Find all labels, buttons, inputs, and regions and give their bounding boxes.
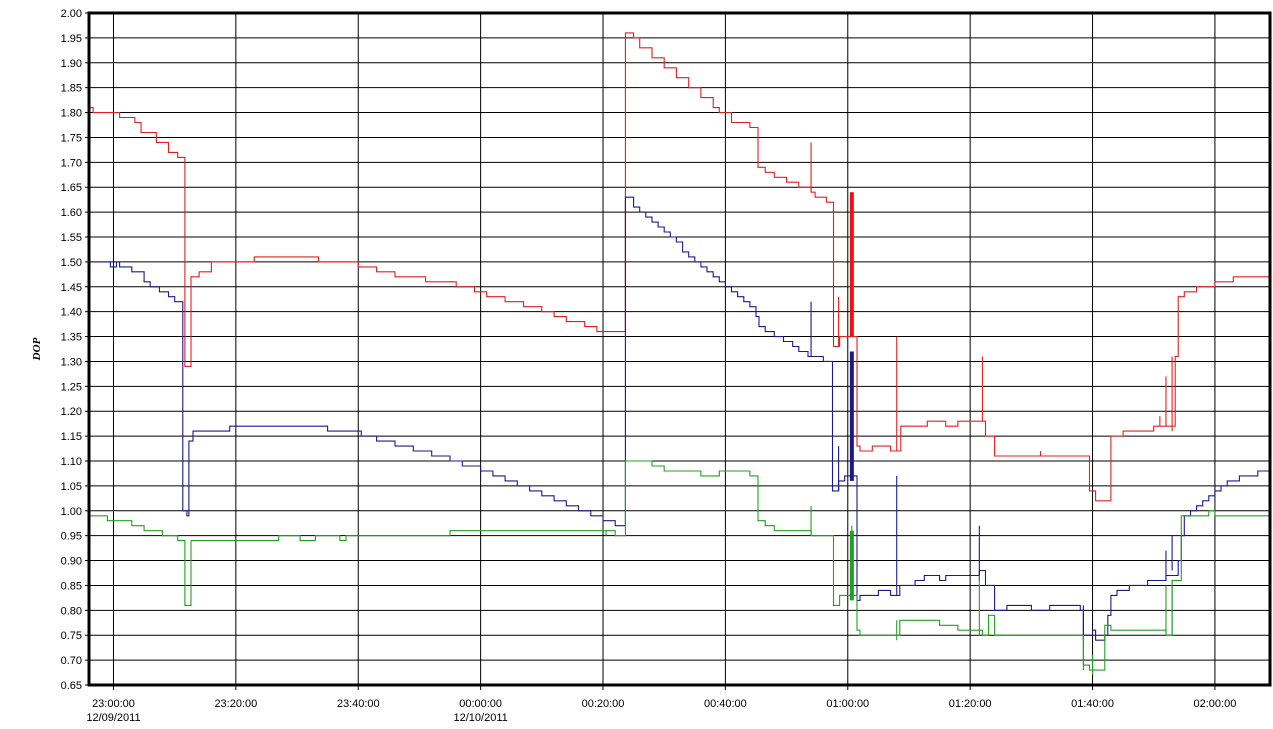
y-tick-label: 1.85: [61, 83, 82, 95]
x-tick-date-label: 12/10/2011: [454, 712, 508, 724]
y-tick-label: 1.80: [61, 108, 82, 120]
y-tick-label: 1.55: [61, 232, 82, 244]
y-tick-label: 1.60: [61, 207, 82, 219]
y-tick-label: 1.00: [61, 506, 82, 518]
x-tick-label: 23:20:00: [214, 698, 257, 710]
x-tick-label: 00:40:00: [704, 698, 747, 710]
y-tick-label: 1.25: [61, 381, 82, 393]
y-tick-label: 0.85: [61, 580, 82, 592]
y-tick-label: 1.45: [61, 282, 82, 294]
y-tick-label: 2.00: [61, 8, 82, 20]
chart-grid: [89, 12, 1270, 686]
y-tick-label: 1.30: [61, 356, 82, 368]
y-tick-label: 1.75: [61, 132, 82, 144]
x-tick-label: 01:00:00: [826, 698, 869, 710]
y-tick-label: 0.65: [61, 680, 82, 692]
y-tick-label: 0.70: [61, 655, 82, 667]
series-line-1: [89, 32, 1270, 502]
y-axis-label: DOP: [31, 337, 43, 361]
y-axis-ticks: 0.65 0.70 0.75 0.80 0.85 0.90 0.95 1.00 1.05 1.10…: [61, 8, 89, 692]
y-tick-label: 1.35: [61, 332, 82, 344]
x-tick-label: 23:40:00: [337, 698, 380, 710]
x-tick-label: 01:40:00: [1071, 698, 1114, 710]
chart-series: [89, 32, 1270, 676]
y-tick-label: 0.80: [61, 605, 82, 617]
y-tick-label: 1.10: [61, 456, 82, 468]
y-tick-label: 1.90: [61, 58, 82, 70]
x-tick-label: 00:20:00: [582, 698, 625, 710]
y-tick-label: 1.95: [61, 33, 82, 45]
y-tick-label: 1.50: [61, 257, 82, 269]
y-tick-label: 1.65: [61, 182, 82, 194]
x-axis-ticks: 23:00:00 12/09/2011 23:20:00 23:40:00 00:00:…: [86, 685, 1236, 724]
x-tick-label: 02:00:00: [1194, 698, 1237, 710]
y-tick-label: 1.70: [61, 157, 82, 169]
x-tick-label: 00:00:00: [459, 698, 502, 710]
x-tick-date-label: 12/09/2011: [86, 712, 140, 724]
y-tick-label: 0.95: [61, 531, 82, 543]
y-tick-label: 1.20: [61, 406, 82, 418]
series-line-2: [89, 196, 1270, 641]
y-tick-label: 1.15: [61, 431, 82, 443]
plot-area-frame: [87, 11, 1272, 687]
y-tick-label: 1.05: [61, 481, 82, 493]
series-line-3: [89, 460, 1270, 671]
y-tick-label: 0.90: [61, 556, 82, 568]
y-tick-label: 0.75: [61, 630, 82, 642]
x-tick-label: 23:00:00: [92, 698, 135, 710]
y-tick-label: 1.40: [61, 307, 82, 319]
x-tick-label: 01:20:00: [949, 698, 992, 710]
